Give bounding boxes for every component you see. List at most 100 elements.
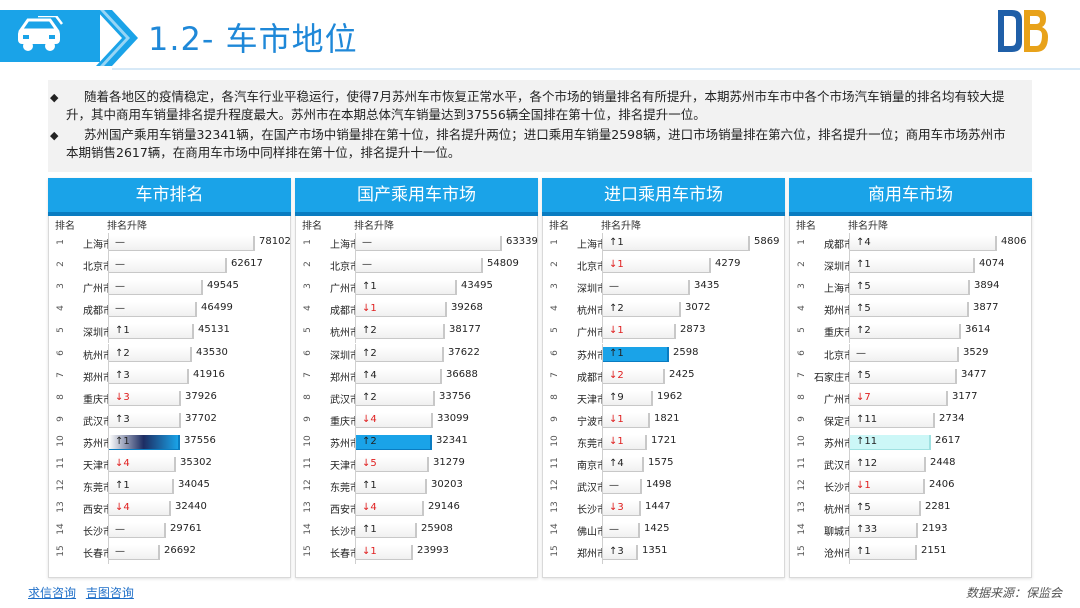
bar-mark bbox=[356, 501, 424, 517]
bar-mark bbox=[850, 302, 969, 318]
rank-label: 6 bbox=[303, 349, 313, 356]
value-label: 37622 bbox=[448, 346, 480, 358]
rank-change: ↓4 bbox=[362, 502, 377, 514]
chart-row: 15 长春市 — 26692 bbox=[49, 542, 290, 565]
panel-domestic-passenger: 国产乘用车市场 排名 排名升降 1 上海市 —63339 2 北京市 —54809 3 广州市… bbox=[295, 178, 538, 578]
city-label: 上海市 bbox=[824, 284, 854, 296]
row-separator bbox=[355, 454, 356, 476]
city-label: 广州市 bbox=[330, 284, 360, 296]
bar-mark bbox=[850, 457, 926, 472]
rank-change: ↑1 bbox=[362, 524, 377, 536]
row-separator bbox=[108, 277, 109, 300]
chart-row: 3 深圳市 — 3435 bbox=[543, 277, 784, 300]
bar-mark bbox=[356, 324, 445, 340]
bar-mark bbox=[603, 523, 640, 539]
row-separator bbox=[108, 454, 109, 476]
bar-mark bbox=[603, 412, 650, 428]
rank-label: 11 bbox=[550, 457, 560, 469]
footer-link-qiuxin[interactable]: 求信咨询 bbox=[28, 586, 77, 600]
rank-change: ↓3 bbox=[609, 502, 624, 514]
rank-change: ↑3 bbox=[115, 369, 130, 381]
bar-mark bbox=[603, 479, 642, 495]
chart-row: 2 北京市 ↓1 4279 bbox=[543, 255, 784, 278]
rank-change: ↑9 bbox=[609, 391, 624, 403]
chart-row: 13 杭州市 ↑5 2281 bbox=[790, 498, 1031, 521]
row-separator bbox=[849, 277, 850, 300]
city-label: 杭州市 bbox=[330, 328, 360, 340]
city-label: 郑州市 bbox=[577, 549, 607, 561]
chart-row: 7 郑州市 ↑3 41916 bbox=[49, 365, 290, 388]
value-label: 2734 bbox=[939, 412, 965, 424]
chart-row: 8 武汉市 ↑2 33756 bbox=[296, 387, 537, 410]
city-label: 东莞市 bbox=[330, 483, 360, 495]
page-header: 1.2- 车市地位 bbox=[0, 0, 1080, 72]
bar-mark bbox=[109, 434, 180, 450]
row-separator bbox=[108, 365, 109, 388]
bar-mark bbox=[356, 236, 502, 251]
value-label: 63339 bbox=[506, 236, 538, 247]
value-label: 1351 bbox=[642, 545, 668, 557]
panel-title: 车市排名 bbox=[48, 178, 291, 216]
row-separator bbox=[602, 409, 603, 432]
chart-row: 5 广州市 ↓1 2873 bbox=[543, 321, 784, 344]
chart-row: 5 重庆市 ↑2 3614 bbox=[790, 321, 1031, 344]
chart-row: 15 长春市 ↓1 23993 bbox=[296, 542, 537, 565]
rank-change: ↑3 bbox=[609, 546, 624, 558]
city-label: 重庆市 bbox=[824, 328, 854, 340]
bar-mark bbox=[356, 523, 417, 539]
rank-change: ↓4 bbox=[362, 413, 377, 425]
rank-change: ↑1 bbox=[856, 259, 871, 271]
rank-label: 11 bbox=[303, 457, 313, 469]
rank-change: ↑1 bbox=[115, 435, 130, 447]
value-label: 30203 bbox=[431, 479, 463, 491]
rank-change: ↑1 bbox=[115, 325, 130, 337]
bar-mark bbox=[850, 501, 921, 517]
value-label: 1721 bbox=[651, 434, 677, 446]
rank-label: 13 bbox=[797, 501, 807, 513]
chart-row: 12 东莞市 ↑1 30203 bbox=[296, 476, 537, 499]
city-label: 上海市 bbox=[577, 240, 607, 251]
rank-label: 13 bbox=[550, 501, 560, 513]
chart-row: 7 石家庄市 ↑5 3477 bbox=[790, 365, 1031, 388]
rank-change: ↓4 bbox=[115, 502, 130, 514]
row-separator bbox=[355, 343, 356, 366]
value-label: 36688 bbox=[446, 368, 478, 380]
rank-label: 2 bbox=[550, 261, 560, 267]
chart-row: 4 成都市 — 46499 bbox=[49, 299, 290, 322]
value-label: 3072 bbox=[685, 302, 711, 314]
row-separator bbox=[108, 299, 109, 322]
bar-mark bbox=[603, 258, 711, 274]
bar-mark bbox=[850, 434, 931, 450]
column-header-change: 排名升降 bbox=[601, 221, 641, 232]
value-label: 34045 bbox=[178, 479, 210, 491]
city-label: 佛山市 bbox=[577, 527, 607, 539]
value-label: 2193 bbox=[922, 523, 948, 535]
rank-change: — bbox=[115, 524, 125, 536]
row-separator bbox=[355, 387, 356, 410]
rank-label: 7 bbox=[550, 371, 560, 378]
rank-change: ↑4 bbox=[609, 458, 624, 469]
rank-label: 15 bbox=[303, 545, 313, 558]
rank-label: 3 bbox=[56, 283, 66, 290]
row-separator bbox=[849, 454, 850, 476]
row-separator bbox=[602, 321, 603, 344]
rank-label: 5 bbox=[797, 327, 807, 334]
chart-row: 6 杭州市 ↑2 43530 bbox=[49, 343, 290, 366]
bar-mark bbox=[603, 280, 690, 296]
city-label: 深圳市 bbox=[577, 284, 607, 296]
rank-change: — bbox=[115, 237, 125, 248]
footer-link-jitu[interactable]: 吉图咨询 bbox=[85, 586, 134, 600]
description-paragraph-2: ◆ 苏州国产乘用车销量32341辆，在国产市场中销量排在第十位，排名提升两位；进… bbox=[50, 127, 1006, 160]
value-label: 1498 bbox=[646, 479, 672, 491]
bar-mark bbox=[850, 479, 925, 495]
chart-row: 13 长沙市 ↓3 1447 bbox=[543, 498, 784, 521]
rank-change: ↓5 bbox=[362, 458, 377, 469]
rank-change: ↑5 bbox=[856, 369, 871, 381]
chart-row: 8 广州市 ↓7 3177 bbox=[790, 387, 1031, 410]
row-separator bbox=[108, 321, 109, 344]
rank-label: 4 bbox=[303, 305, 313, 312]
chart-row: 6 北京市 — 3529 bbox=[790, 343, 1031, 366]
row-separator bbox=[108, 233, 109, 255]
value-label: 26692 bbox=[164, 545, 196, 557]
rank-label: 4 bbox=[550, 305, 560, 312]
